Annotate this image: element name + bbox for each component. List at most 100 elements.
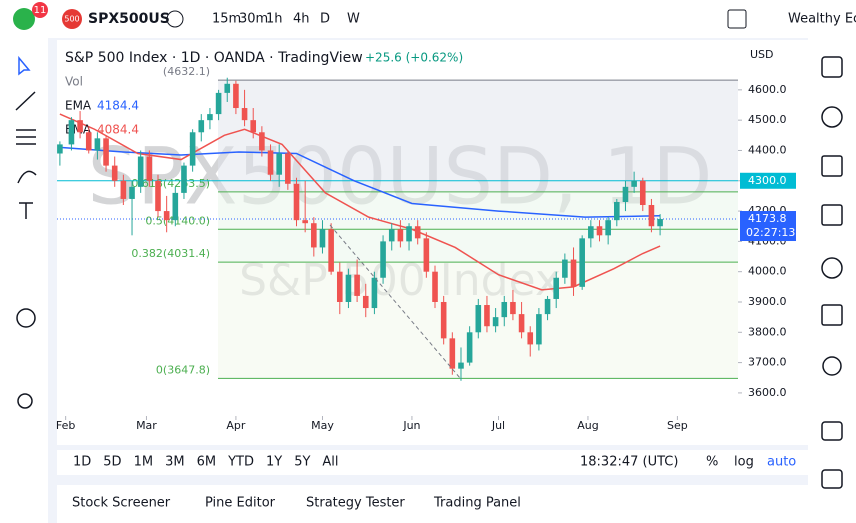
interval[interactable]: 1h [266, 12, 283, 27]
x-tick-label: Aug [577, 419, 598, 432]
brush-tool[interactable] [17, 170, 37, 184]
bottom-tab[interactable]: Trading Panel [433, 496, 521, 511]
candle-body [432, 271, 438, 302]
hotlist[interactable] [821, 304, 843, 326]
candle-body [570, 259, 577, 287]
news[interactable] [821, 155, 843, 177]
candle-body [553, 277, 560, 299]
range-bar [57, 450, 808, 475]
y-tick-label: 4400.0 [748, 143, 787, 156]
text-tool[interactable] [19, 202, 33, 219]
candle-body [631, 180, 637, 187]
range-button[interactable]: 5Y [294, 455, 310, 470]
y-tick-label: 3600.0 [748, 386, 787, 399]
scale-option[interactable]: % [706, 455, 718, 470]
bottom-tab[interactable]: Pine Editor [205, 496, 276, 511]
candle-body [510, 301, 516, 315]
candle-body [648, 205, 655, 227]
bottom-tab[interactable]: Stock Screener [72, 496, 171, 511]
range-button[interactable]: 1Y [266, 455, 282, 470]
range-button[interactable]: All [322, 455, 338, 470]
calendar[interactable] [821, 257, 843, 279]
legend-value: 4084.4 [97, 123, 139, 137]
candle-body [388, 229, 395, 242]
range-button[interactable]: 6M [197, 455, 217, 470]
x-tick-label: Sep [667, 419, 688, 432]
candle-body [492, 317, 499, 327]
fib-label: 0.382(4031.4) [131, 247, 210, 260]
interval[interactable]: D [320, 12, 330, 27]
fib-tool[interactable] [16, 129, 36, 145]
candle-body [241, 108, 248, 121]
candle-body [293, 183, 300, 221]
candle-body [380, 241, 386, 278]
range-button[interactable]: 1M [134, 455, 154, 470]
range-button[interactable]: 5D [103, 455, 121, 470]
price-label: 4173.8 [748, 212, 787, 225]
candle-body [458, 362, 464, 369]
candle-body [267, 150, 274, 175]
candle-body [423, 238, 430, 272]
candle-body [354, 274, 360, 296]
range-button[interactable]: 3M [165, 455, 185, 470]
candle-body [544, 298, 551, 315]
watchlist[interactable] [821, 56, 843, 78]
emoji-tool[interactable] [16, 308, 36, 328]
candle-body [129, 186, 135, 199]
add-compare[interactable] [166, 10, 184, 28]
alerts[interactable] [821, 106, 843, 128]
x-tick-label: Feb [56, 419, 75, 432]
candle-body [111, 165, 118, 181]
candle-body [518, 314, 525, 333]
x-tick-label: Apr [226, 419, 246, 432]
zoom-tool[interactable] [17, 393, 33, 409]
interval[interactable]: 15m [212, 12, 241, 27]
badge-text: 11 [34, 5, 47, 16]
right-toolbar [808, 38, 856, 523]
price-label-box [740, 172, 796, 189]
symbol[interactable]: SPX500US [88, 11, 170, 27]
candle-body [57, 144, 63, 154]
candle-body [466, 332, 473, 363]
candle-body [224, 83, 231, 93]
candle-body [85, 132, 92, 151]
candle-body [622, 186, 629, 202]
legend-name: EMA [65, 99, 92, 113]
change: +25.6 (+0.62%) [365, 51, 463, 65]
candle-body [362, 295, 369, 309]
price-label: 4300.0 [748, 174, 787, 187]
interval[interactable]: W [347, 12, 360, 27]
chat2[interactable] [821, 469, 843, 489]
price-label-box [740, 211, 796, 242]
scale-option[interactable]: auto [767, 455, 796, 470]
trend-tool[interactable] [15, 91, 36, 111]
tips[interactable] [822, 356, 842, 376]
candle-body [311, 223, 317, 248]
candle-body [163, 211, 170, 221]
interval[interactable]: 4h [293, 12, 310, 27]
account[interactable]: Wealthy Ec [788, 12, 856, 27]
cursor-tool[interactable] [18, 55, 31, 76]
layout-button[interactable] [727, 9, 747, 29]
logo[interactable] [13, 8, 35, 30]
candle-body [181, 165, 187, 193]
chat[interactable] [821, 421, 843, 441]
candle-body [328, 229, 334, 272]
chart-title: S&P 500 Index · 1D · OANDA · TradingView [65, 50, 363, 66]
top-toolbar [0, 0, 856, 38]
ideas[interactable] [821, 204, 843, 226]
fib-label: 0.5(4140.0) [145, 214, 210, 227]
range-button[interactable]: YTD [227, 455, 254, 470]
currency[interactable]: USD [750, 48, 774, 61]
range-button[interactable]: 1D [73, 455, 91, 470]
candle-body [371, 277, 378, 309]
fib-zone [218, 80, 738, 192]
legend-value: 4184.4 [97, 99, 139, 113]
y-tick-label: 3700.0 [748, 356, 787, 369]
bottom-tab[interactable]: Strategy Tester [306, 496, 405, 511]
candle-body [596, 226, 603, 236]
interval[interactable]: 30m [239, 12, 268, 27]
scale-option[interactable]: log [734, 455, 754, 470]
